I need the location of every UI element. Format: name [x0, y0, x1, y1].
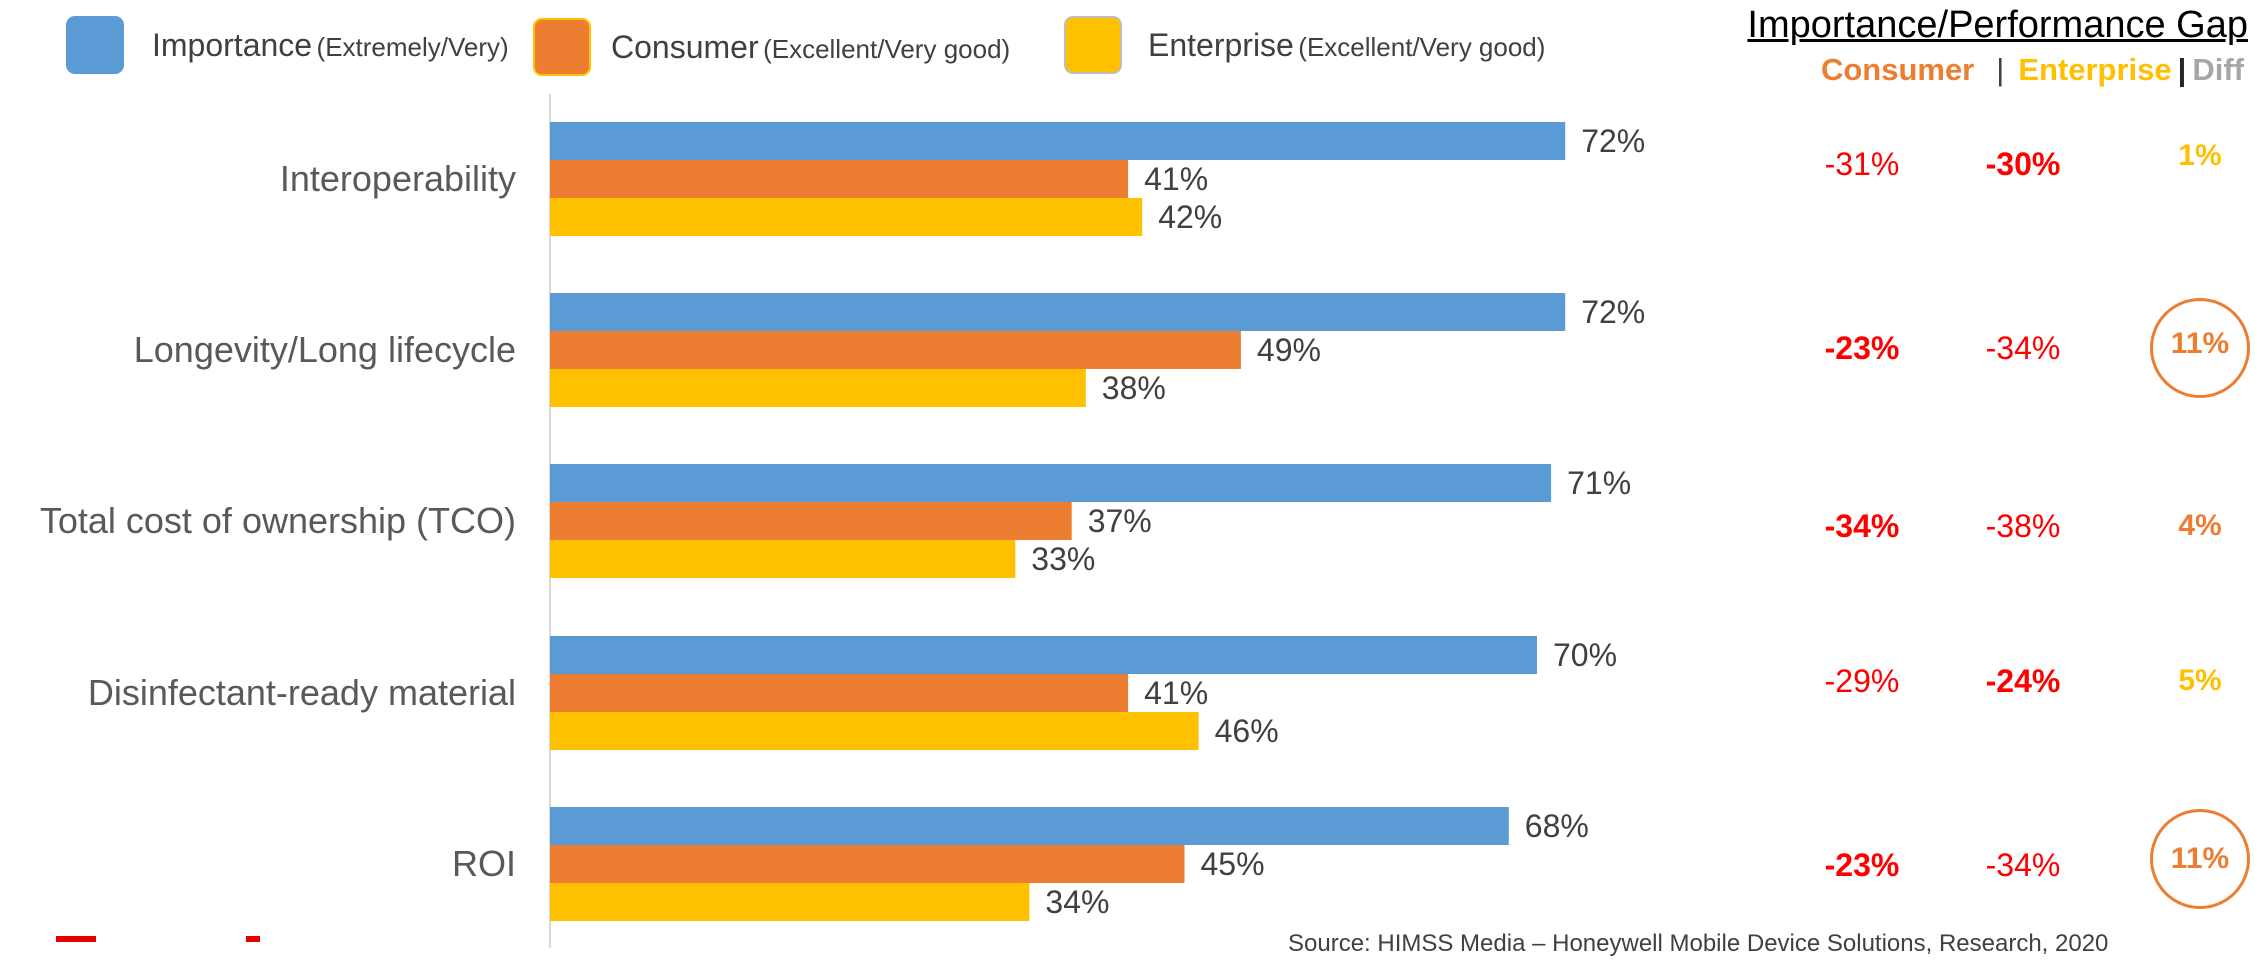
legend-importance-main: Importance [152, 26, 313, 63]
category-label: ROI [452, 843, 516, 884]
gap-panel-title: Importance/Performance Gap [1747, 4, 2248, 46]
data-label-importance: 70% [1553, 637, 1617, 673]
gap-header-diff: Diff [2192, 52, 2244, 87]
category-label: Longevity/Long lifecycle [134, 329, 516, 370]
category-label: Total cost of ownership (TCO) [40, 500, 516, 541]
gap-header-enterprise: Enterprise [2018, 52, 2172, 87]
data-label-importance: 68% [1525, 808, 1589, 844]
data-label-enterprise: 33% [1031, 541, 1095, 577]
gap-diff-value: 1% [2178, 139, 2222, 172]
gap-diff-highlight-circle [2150, 298, 2250, 398]
legend-swatch-importance [66, 16, 124, 74]
data-label-importance: 72% [1581, 294, 1645, 330]
gap-row: -34% -38% 4% [0, 496, 2258, 556]
gap-header-separator-thick: | [2177, 52, 2187, 87]
bar-enterprise [550, 540, 1016, 578]
legend-swatch-consumer [533, 18, 591, 76]
gap-header-consumer: Consumer [1820, 52, 1975, 87]
gap-enterprise-value: -34% [1985, 330, 2061, 366]
gap-header-separator-thin: | [1996, 52, 2005, 87]
legend-item-importance: Importance (Extremely/Very) [66, 10, 509, 80]
source-note: Source: HIMSS Media – Honeywell Mobile D… [1288, 930, 2109, 957]
legend-label-enterprise: Enterprise (Excellent/Very good) [1148, 27, 1545, 64]
gap-row: -29% -24% 5% [0, 651, 2258, 711]
data-label-importance: 71% [1567, 465, 1631, 501]
bar-consumer [550, 845, 1185, 883]
gap-diff-value: 5% [2178, 664, 2222, 697]
category-label: Interoperability [280, 158, 516, 199]
category-label: Disinfectant-ready material [88, 672, 516, 713]
bar-enterprise [550, 712, 1199, 750]
bar-consumer [550, 674, 1129, 712]
gap-consumer-value: -31% [1824, 146, 1900, 182]
bar-importance [550, 293, 1566, 331]
data-label-consumer: 41% [1144, 161, 1208, 197]
gap-diff-value: 4% [2178, 509, 2222, 542]
gap-enterprise-value: -24% [1985, 663, 2061, 699]
data-label-importance: 72% [1581, 123, 1645, 159]
gap-consumer-value: -34% [1824, 508, 1900, 544]
data-label-consumer: 41% [1144, 675, 1208, 711]
bar-consumer [550, 331, 1241, 369]
legend-label-importance: Importance (Extremely/Very) [152, 27, 509, 64]
bar-enterprise [550, 198, 1143, 236]
data-label-enterprise: 38% [1102, 370, 1166, 406]
gap-panel-subheader: Consumer | Enterprise | Diff [1821, 52, 2244, 88]
bar-enterprise [550, 369, 1086, 407]
data-label-enterprise: 34% [1045, 884, 1109, 920]
gap-diff-value: 11% [2170, 327, 2230, 360]
bar-enterprise [550, 883, 1030, 921]
data-label-consumer: 45% [1201, 846, 1265, 882]
data-label-consumer: 37% [1088, 503, 1152, 539]
bar-chart: Interoperability72%41%42%Longevity/Long … [40, 94, 1645, 948]
gap-enterprise-value: -34% [1985, 847, 2061, 883]
gap-row: -23% -34% 11% [0, 809, 2258, 909]
brand-logo-fragment [246, 936, 260, 962]
gap-row: -23% -34% 11% [0, 298, 2258, 398]
gap-row: -31% -30% 1% [0, 134, 2258, 194]
legend-item-consumer: Consumer (Excellent/Very good) [533, 12, 1010, 82]
bar-importance [550, 122, 1566, 160]
gap-consumer-value: -23% [1824, 330, 1900, 366]
legend-label-consumer: Consumer (Excellent/Very good) [611, 29, 1010, 66]
legend-consumer-sub: (Excellent/Very good) [763, 33, 1011, 64]
legend-enterprise-main: Enterprise [1148, 26, 1294, 63]
bar-importance [550, 636, 1537, 674]
bar-importance [550, 807, 1509, 845]
bar-consumer [550, 160, 1129, 198]
gap-consumer-value: -29% [1824, 663, 1900, 699]
legend-consumer-main: Consumer [611, 28, 759, 65]
data-label-enterprise: 46% [1215, 713, 1279, 749]
legend-enterprise-sub: (Excellent/Very good) [1298, 31, 1546, 62]
legend-item-enterprise: Enterprise (Excellent/Very good) [1064, 10, 1545, 80]
brand-logo-fragment [56, 936, 96, 962]
legend-swatch-enterprise [1064, 16, 1122, 74]
bar-importance [550, 464, 1552, 502]
gap-enterprise-value: -30% [1985, 146, 2061, 182]
gap-consumer-value: -23% [1824, 847, 1900, 883]
gap-diff-highlight-circle [2150, 809, 2250, 909]
data-label-enterprise: 42% [1158, 199, 1222, 235]
data-label-consumer: 49% [1257, 332, 1321, 368]
gap-enterprise-value: -38% [1985, 508, 2061, 544]
bar-consumer [550, 502, 1072, 540]
gap-diff-value: 11% [2170, 842, 2230, 875]
legend-importance-sub: (Extremely/Very) [316, 31, 509, 62]
